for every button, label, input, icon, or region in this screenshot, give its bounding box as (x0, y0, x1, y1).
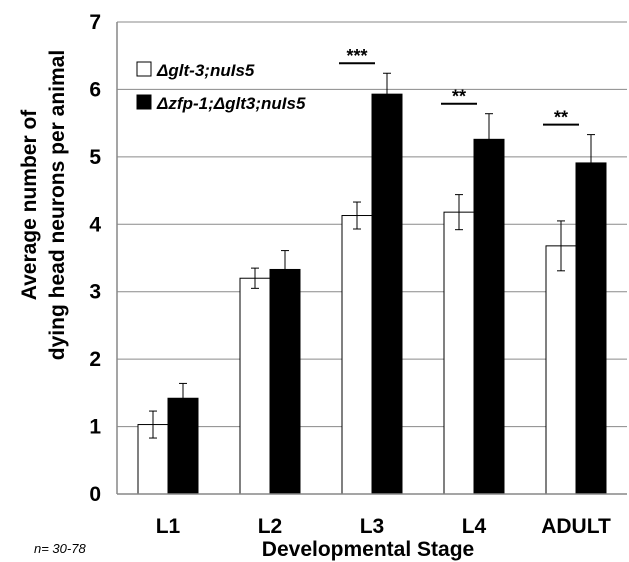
y-tick-label: 4 (89, 213, 101, 236)
legend-swatch-series-2 (136, 94, 152, 110)
y-axis-title-line-2: dying head neurons per animal (46, 50, 69, 360)
significance-label: *** (346, 46, 367, 66)
legend-label-series-2: Δzfp-1;Δglt3;nuIs5 (156, 94, 306, 113)
x-tick-label: ADULT (541, 515, 611, 538)
bar (239, 277, 271, 495)
legend-swatch-series-1 (136, 61, 152, 77)
bar (341, 215, 373, 495)
legend: Δglt-3;nuIs5 Δzfp-1;Δglt3;nuIs5 (136, 61, 306, 113)
legend-label-series-1: Δglt-3;nuIs5 (156, 61, 255, 80)
bar (167, 397, 199, 495)
y-tick-label: 6 (89, 78, 101, 101)
y-tick-label: 2 (89, 348, 101, 371)
bar (473, 138, 505, 495)
bars (137, 93, 607, 495)
y-axis-ticks: 0 1 2 3 4 5 6 7 (89, 11, 101, 506)
bar (371, 93, 403, 495)
x-tick-label: L1 (156, 515, 181, 538)
x-axis-title: Developmental Stage (262, 538, 474, 561)
bar (545, 245, 577, 495)
y-tick-label: 5 (89, 146, 101, 169)
y-tick-label: 7 (89, 11, 101, 34)
x-tick-label: L2 (258, 515, 283, 538)
significance-label: ** (554, 108, 568, 128)
significance-markers: ******* (339, 46, 579, 128)
sample-size-note: n= 30-78 (34, 541, 86, 556)
x-tick-label: L4 (462, 515, 487, 538)
y-tick-label: 0 (89, 483, 101, 506)
x-tick-label: L3 (360, 515, 385, 538)
y-axis-title-line-1: Average number of (18, 109, 41, 301)
error-bars (149, 72, 595, 439)
x-axis-ticks: L1 L2 L3 L4 ADULT (156, 515, 611, 538)
bar (269, 268, 301, 495)
bar (443, 211, 475, 495)
y-tick-label: 1 (89, 416, 101, 439)
bar (575, 162, 607, 495)
y-tick-label: 3 (89, 281, 101, 304)
significance-label: ** (452, 87, 466, 107)
y-axis-title: Average number of dying head neurons per… (18, 50, 69, 360)
